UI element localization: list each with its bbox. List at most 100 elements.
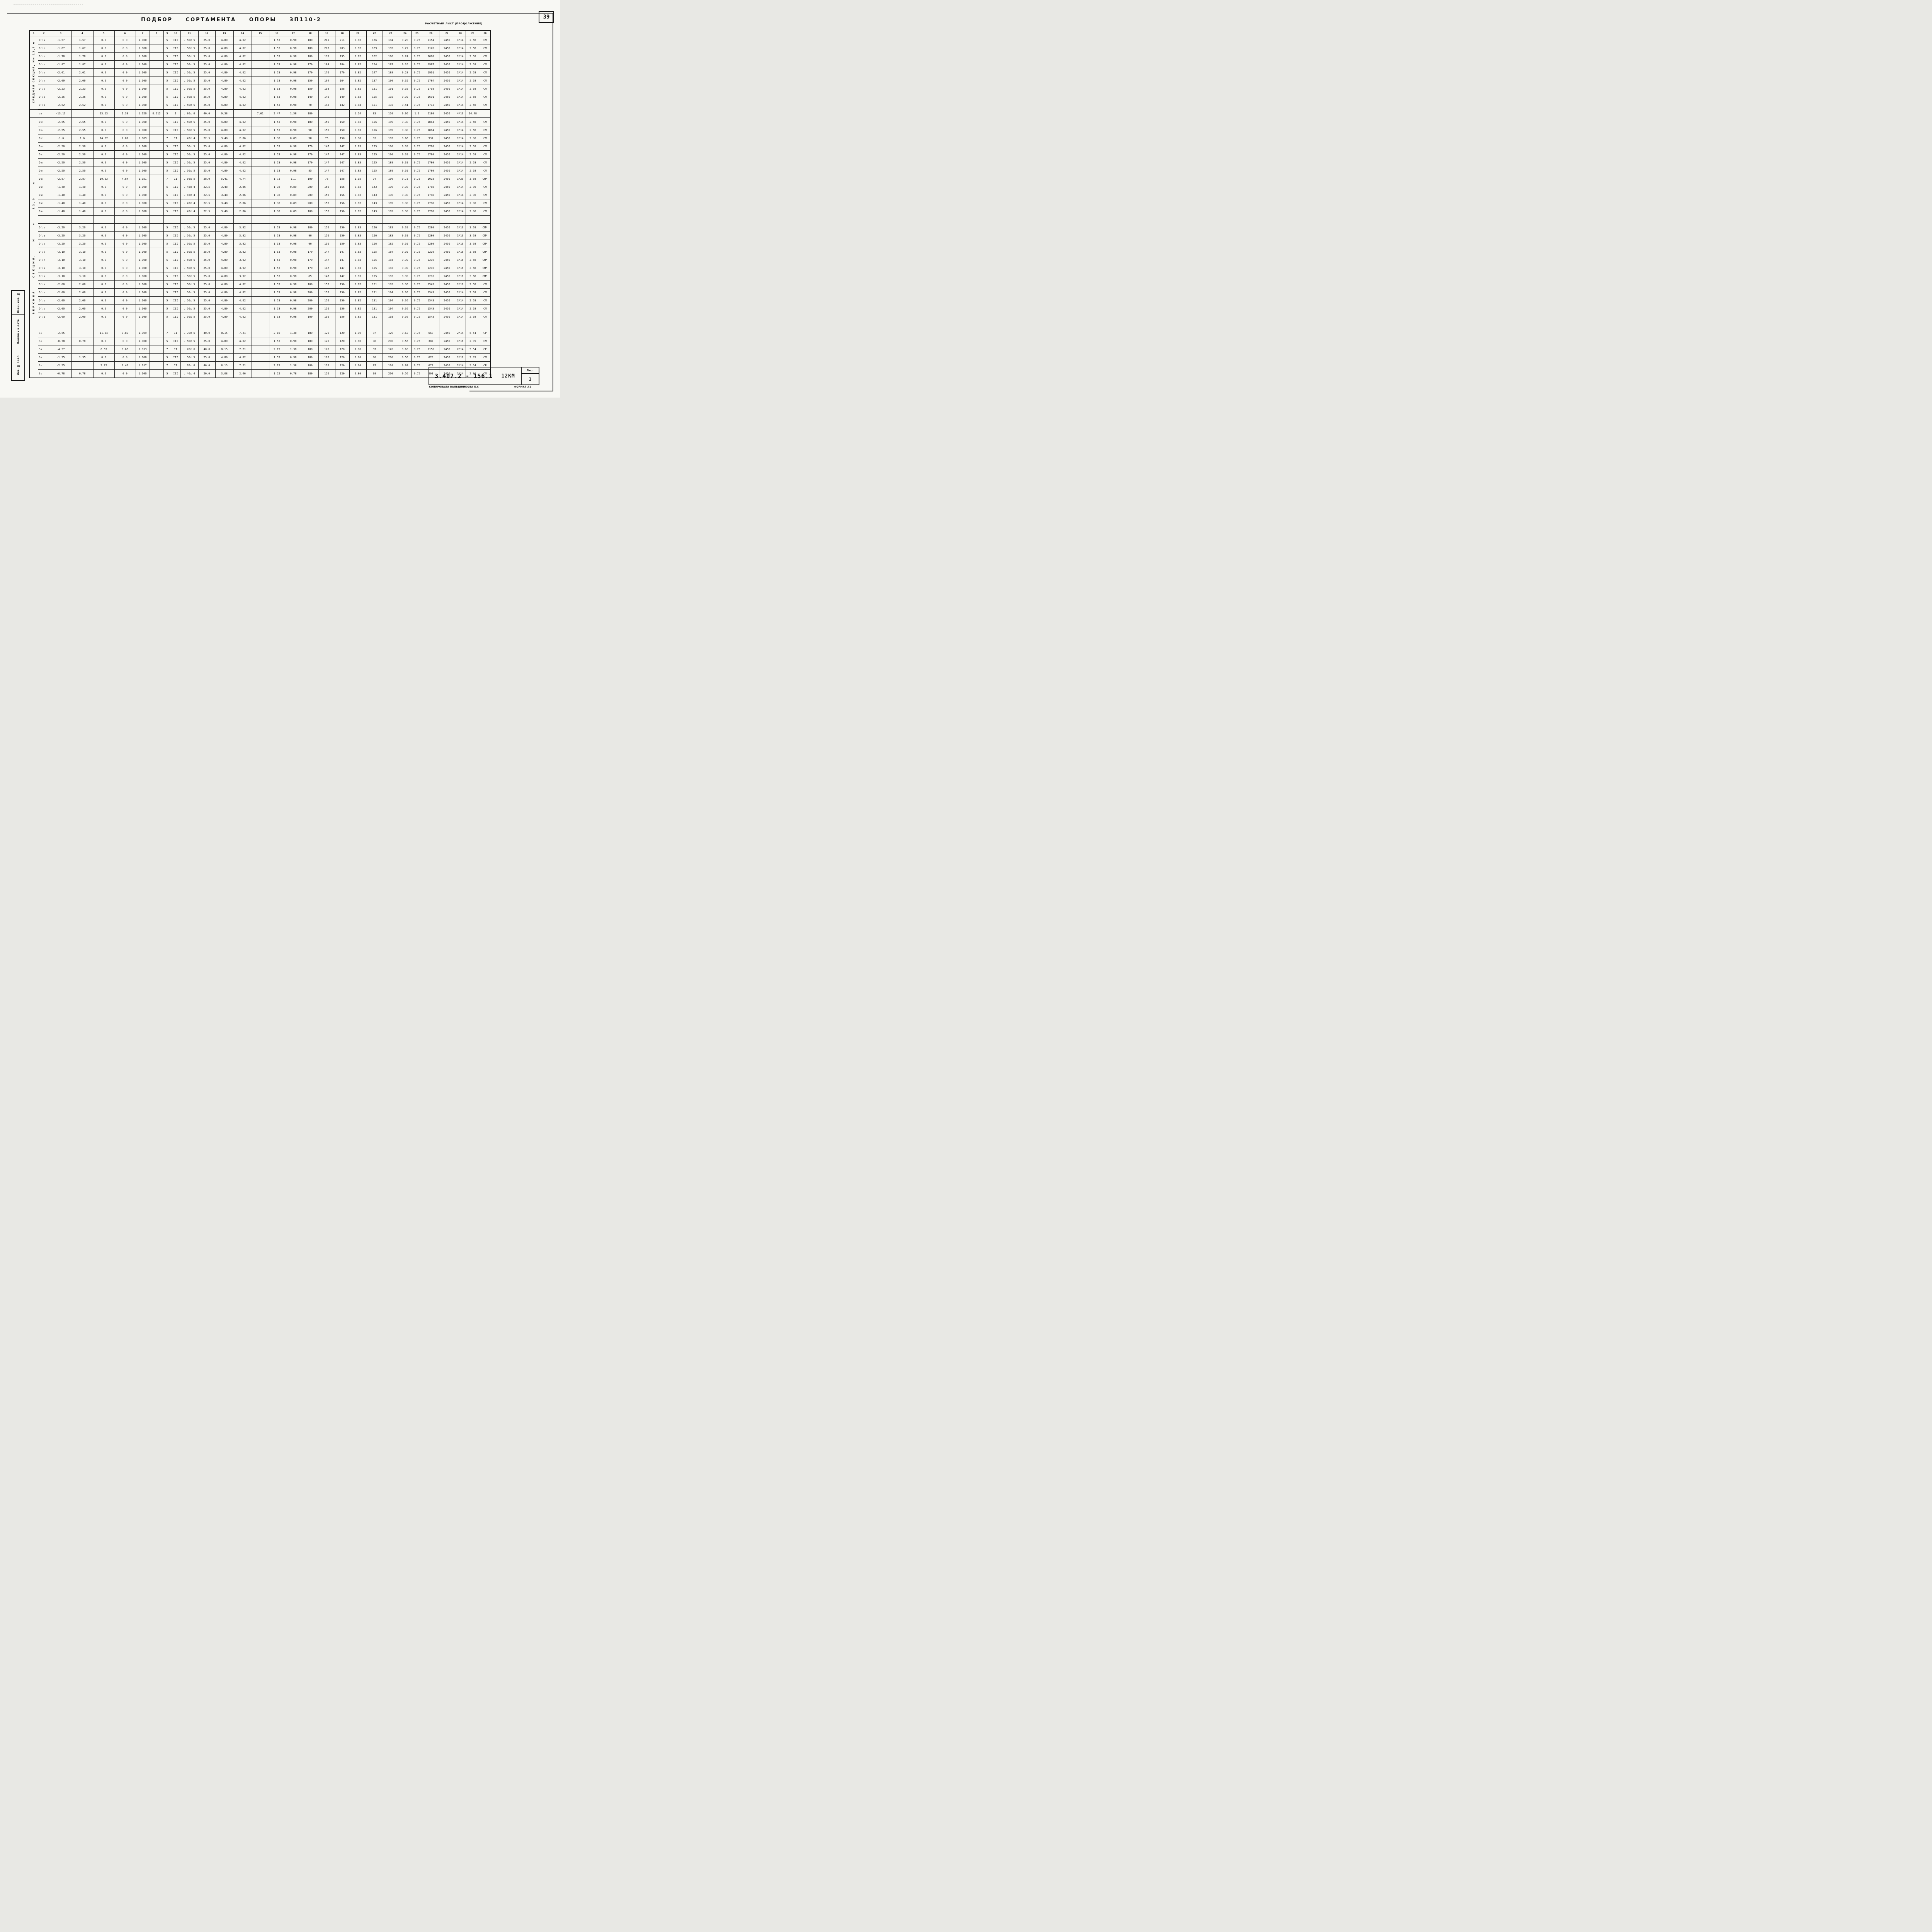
table-cell: 120 xyxy=(335,353,350,362)
table-cell: 5 xyxy=(163,93,171,101)
table-cell xyxy=(251,134,269,143)
table-cell: 0.0 xyxy=(114,93,136,101)
table-cell: 143 xyxy=(366,191,383,199)
table-cell: 194 xyxy=(382,288,399,297)
table-cell xyxy=(251,280,269,289)
table-cell: 1.53 xyxy=(269,60,285,69)
table-cell: 149 xyxy=(335,93,350,101)
table-cell: 1784 xyxy=(422,77,439,85)
table-cell: III xyxy=(170,85,181,93)
table-cell xyxy=(149,304,164,313)
table-cell xyxy=(366,321,383,329)
table-cell: 147 xyxy=(318,256,335,264)
table-cell: 7.61 xyxy=(251,109,269,118)
table-cell: 4.02 xyxy=(233,158,252,167)
table-cell: 156 xyxy=(318,296,335,305)
table-cell: I xyxy=(170,109,181,118)
table-cell: 0.75 xyxy=(411,288,423,297)
table-cell: 0.75 xyxy=(411,361,423,370)
column-header: 20 xyxy=(335,30,350,36)
table-cell: L 50x 5 xyxy=(180,256,199,264)
table-cell: 164 xyxy=(335,77,350,85)
table-cell: 100 xyxy=(301,175,319,183)
table-cell: 180 xyxy=(301,337,319,345)
table-cell: 0.75 xyxy=(411,272,423,281)
table-cell: 1.000 xyxy=(135,280,150,289)
table-cell: III xyxy=(170,158,181,167)
table-cell: 100 xyxy=(301,280,319,289)
table-cell: 3.20 xyxy=(71,240,94,248)
table-cell: 0.75 xyxy=(411,329,423,337)
table-cell: 87 xyxy=(366,345,383,354)
table-cell xyxy=(149,256,164,264)
table-cell: СМ xyxy=(480,296,491,305)
table-cell: 1.53 xyxy=(269,280,285,289)
table-cell: 1М14 xyxy=(454,93,466,101)
table-cell: 0.75 xyxy=(411,240,423,248)
table-cell: 0.75 xyxy=(411,117,423,126)
table-cell: 22.5 xyxy=(198,183,216,191)
table-cell: 25.0 xyxy=(198,150,216,159)
table-cell: L 80x 6 xyxy=(180,109,199,118)
table-cell xyxy=(251,68,269,77)
table-cell: 120 xyxy=(335,337,350,345)
table-cell xyxy=(149,369,164,378)
table-cell: 2.86 xyxy=(233,191,252,199)
table-cell: 0.98 xyxy=(284,101,302,110)
table-cell: 2450 xyxy=(439,304,455,313)
table-cell: 85 xyxy=(301,272,319,281)
table-cell: 2.09 xyxy=(71,77,94,85)
table-cell: СМ xyxy=(480,117,491,126)
table-cell: -2.50 xyxy=(49,167,72,175)
table-cell: 0.0 xyxy=(93,223,115,232)
table-cell xyxy=(251,44,269,53)
table-cell xyxy=(149,264,164,272)
row-label: D₂₇ xyxy=(37,150,50,159)
table-cell: 1.013 xyxy=(135,345,150,354)
table-cell: 193 xyxy=(382,313,399,321)
table-cell: L 70x 6 xyxy=(180,361,199,370)
row-label: D′₁₄ xyxy=(37,36,50,44)
table-cell: 1.000 xyxy=(135,304,150,313)
table-cell: 1.0 xyxy=(411,109,423,118)
table-cell: 0.98 xyxy=(284,288,302,297)
table-cell: 156 xyxy=(318,183,335,191)
column-header: 2 xyxy=(37,30,50,36)
table-cell: 162 xyxy=(366,52,383,61)
table-cell: 0.0 xyxy=(114,183,136,191)
table-cell xyxy=(335,215,350,224)
table-cell: 1.53 xyxy=(269,288,285,297)
table-cell: 211 xyxy=(318,36,335,44)
table-cell: 1М14 xyxy=(454,207,466,216)
table-row: D′₂₉ -3.10 3.10 0.0 0.0 1.000 5 III L 50x 5 25.0 4… xyxy=(29,272,491,281)
table-cell: 156 xyxy=(335,183,350,191)
table-cell: III xyxy=(170,44,181,53)
table-cell: 5 xyxy=(163,337,171,345)
table-cell: L 56x 5 xyxy=(180,175,199,183)
row-label: D′₃₂ xyxy=(37,296,50,305)
table-cell: 1М14 xyxy=(454,296,466,305)
table-cell: 0.32 xyxy=(398,77,412,85)
table-cell xyxy=(251,240,269,248)
table-cell: 0.39 xyxy=(398,150,412,159)
table-cell: III xyxy=(170,60,181,69)
table-cell: 5 xyxy=(163,68,171,77)
table-cell: 673 xyxy=(422,361,439,370)
table-cell xyxy=(170,321,181,329)
table-cell: 0.0 xyxy=(93,369,115,378)
table-cell: СМ xyxy=(480,68,491,77)
table-cell: СМ xyxy=(480,288,491,297)
table-cell: 10.53 xyxy=(93,175,115,183)
table-cell: 2088 xyxy=(422,52,439,61)
table-cell: 0.26 xyxy=(398,60,412,69)
table-cell: 147 xyxy=(318,264,335,272)
table-cell: 150 xyxy=(335,240,350,248)
table-cell: 2.58 xyxy=(465,304,480,313)
table-cell xyxy=(301,321,319,329)
table-cell xyxy=(114,321,136,329)
row-label: D₂₆ xyxy=(37,142,50,151)
table-cell: L 45x 4 xyxy=(180,199,199,207)
table-cell: 0.75 xyxy=(411,167,423,175)
table-cell: СМ* xyxy=(480,175,491,183)
table-cell: 0.75 xyxy=(411,231,423,240)
